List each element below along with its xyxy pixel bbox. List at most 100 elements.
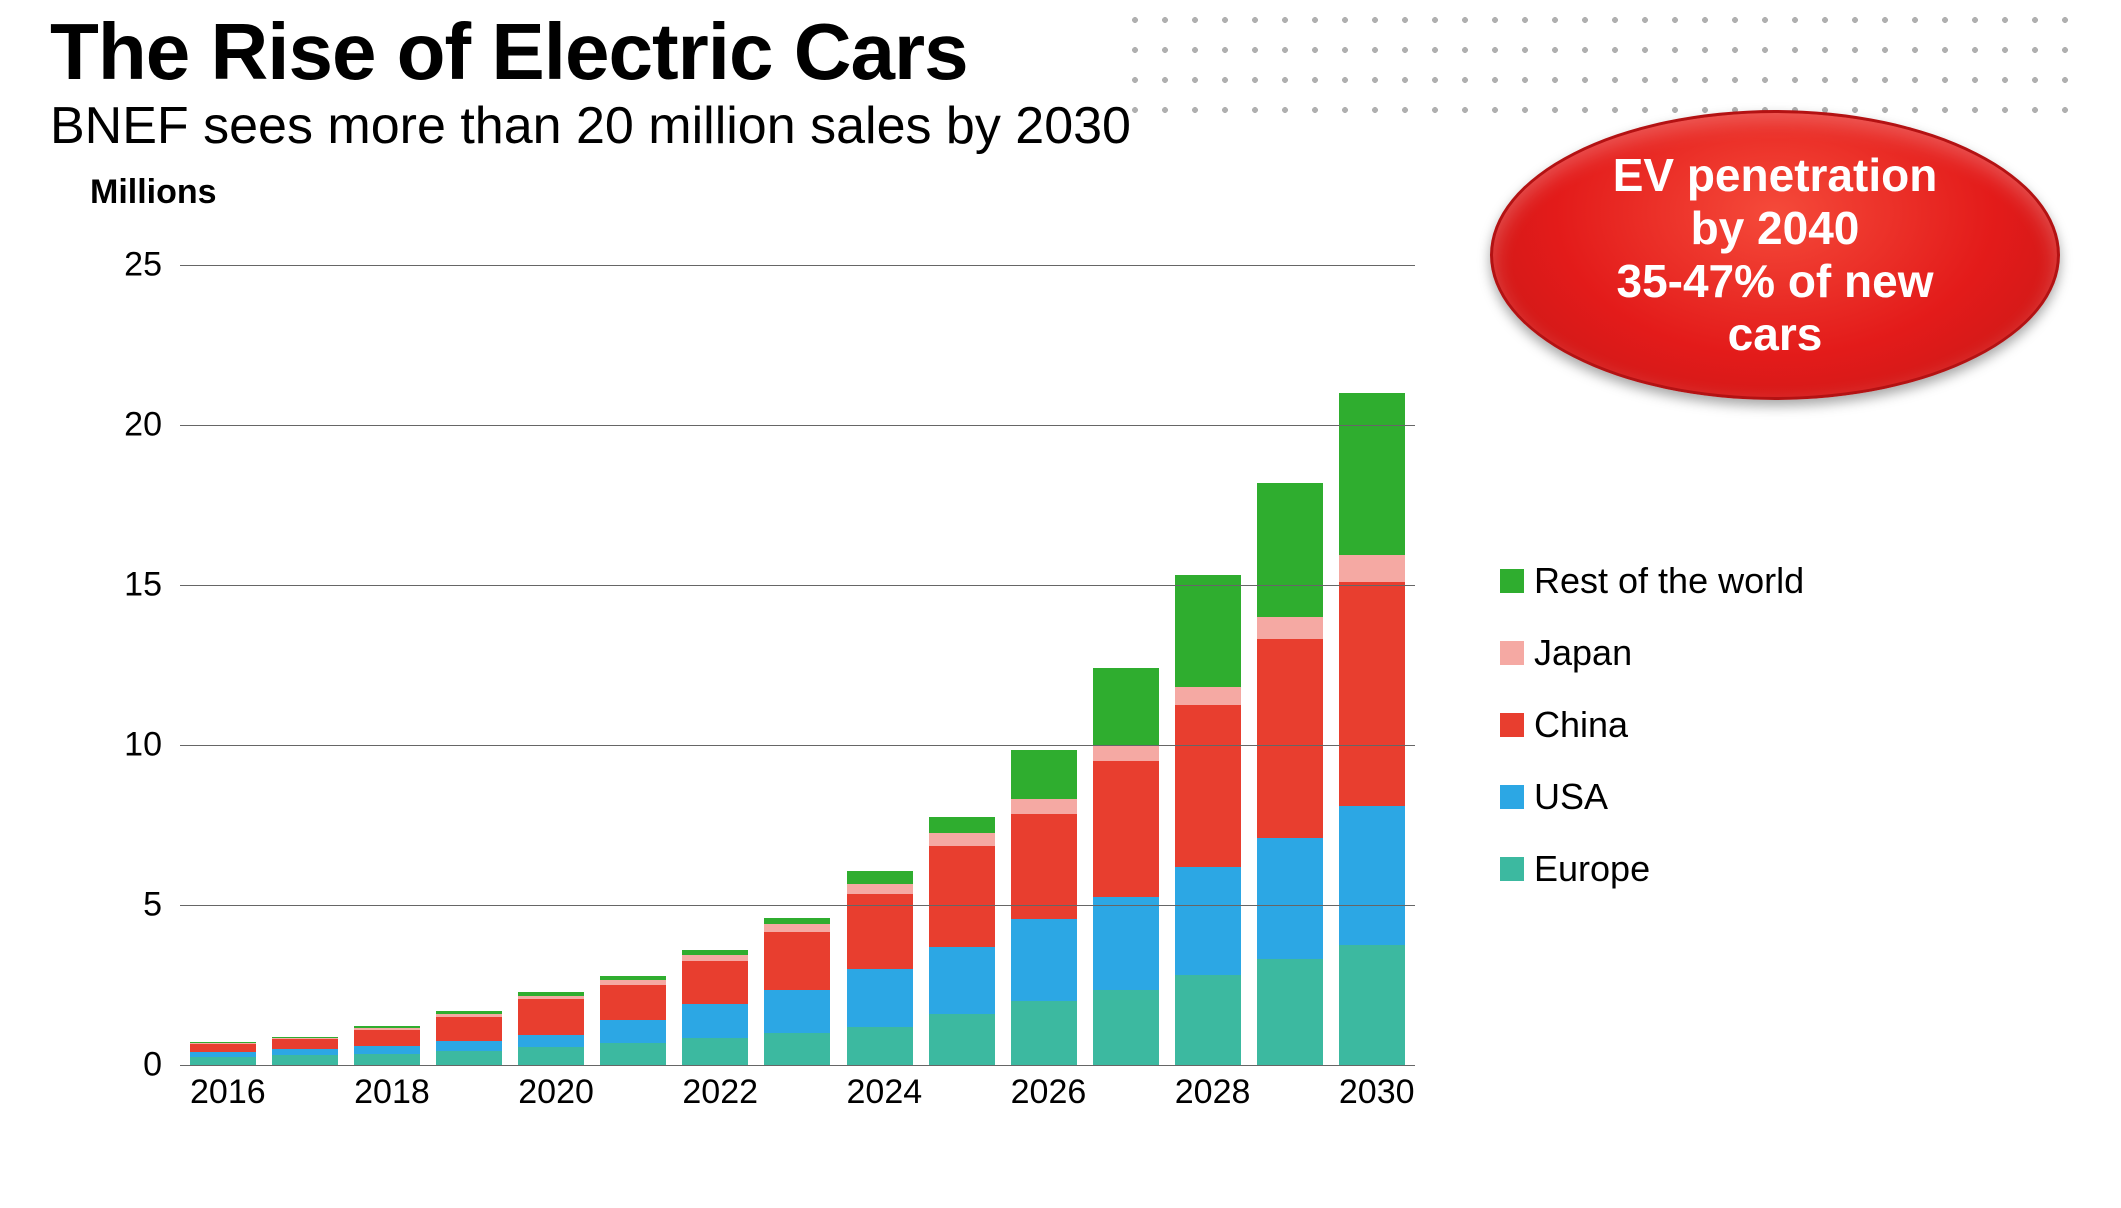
gridline bbox=[180, 745, 1415, 746]
segment-japan bbox=[1011, 799, 1077, 813]
bar-2026 bbox=[1011, 750, 1077, 1065]
segment-japan bbox=[1093, 745, 1159, 761]
legend-swatch bbox=[1500, 641, 1524, 665]
gridline bbox=[180, 905, 1415, 906]
y-tick-label: 5 bbox=[143, 886, 180, 925]
bar-2023 bbox=[764, 918, 830, 1065]
bar-2029 bbox=[1257, 483, 1323, 1065]
gridline bbox=[180, 265, 1415, 266]
segment-japan bbox=[1339, 555, 1405, 582]
segment-china bbox=[682, 961, 748, 1004]
segment-rest-of-the-world bbox=[929, 817, 995, 833]
x-tick-label: 2020 bbox=[518, 1073, 584, 1112]
x-tick-label: 2026 bbox=[1011, 1073, 1077, 1112]
legend-label: Europe bbox=[1534, 848, 1650, 890]
callout-line: by 2040 bbox=[1613, 202, 1938, 255]
y-tick-label: 0 bbox=[143, 1046, 180, 1085]
x-tick-label bbox=[1257, 1073, 1323, 1112]
segment-usa bbox=[600, 1020, 666, 1042]
y-tick-label: 10 bbox=[124, 726, 180, 765]
segment-usa bbox=[1093, 897, 1159, 990]
legend-label: Rest of the world bbox=[1534, 560, 1804, 602]
segment-usa bbox=[354, 1046, 420, 1054]
y-tick-label: 15 bbox=[124, 566, 180, 605]
bars-container bbox=[180, 265, 1415, 1065]
segment-china bbox=[929, 846, 995, 947]
segment-china bbox=[600, 985, 666, 1020]
gridline bbox=[180, 425, 1415, 426]
x-tick-label bbox=[1093, 1073, 1159, 1112]
segment-rest-of-the-world bbox=[1011, 750, 1077, 800]
segment-rest-of-the-world bbox=[1257, 483, 1323, 617]
x-tick-label bbox=[764, 1073, 830, 1112]
segment-usa bbox=[1257, 838, 1323, 960]
segment-rest-of-the-world bbox=[1175, 575, 1241, 687]
segment-usa bbox=[764, 990, 830, 1033]
y-tick-label: 20 bbox=[124, 406, 180, 445]
segment-europe bbox=[1011, 1001, 1077, 1065]
segment-rest-of-the-world bbox=[847, 871, 913, 884]
legend-swatch bbox=[1500, 785, 1524, 809]
bar-2024 bbox=[847, 871, 913, 1065]
plot-area: 2016 2018 2020 2022 2024 2026 2028 2030 … bbox=[180, 265, 1415, 1065]
segment-japan bbox=[764, 924, 830, 932]
x-tick-label bbox=[436, 1073, 502, 1112]
segment-rest-of-the-world bbox=[1339, 393, 1405, 555]
bar-2030 bbox=[1339, 393, 1405, 1065]
legend-swatch bbox=[1500, 857, 1524, 881]
segment-europe bbox=[272, 1055, 338, 1065]
legend-item: USA bbox=[1500, 776, 1804, 818]
y-tick-label: 25 bbox=[124, 246, 180, 285]
segment-japan bbox=[1175, 687, 1241, 705]
segment-japan bbox=[1257, 617, 1323, 639]
legend-label: USA bbox=[1534, 776, 1608, 818]
segment-china bbox=[190, 1044, 256, 1052]
bar-2021 bbox=[600, 976, 666, 1065]
segment-china bbox=[354, 1030, 420, 1046]
x-tick-label: 2016 bbox=[190, 1073, 256, 1112]
chart-area: 2016 2018 2020 2022 2024 2026 2028 2030 … bbox=[60, 265, 1295, 1065]
legend-item: Europe bbox=[1500, 848, 1804, 890]
bar-2018 bbox=[354, 1026, 420, 1065]
legend-swatch bbox=[1500, 569, 1524, 593]
chart-title: The Rise of Electric Cars bbox=[50, 10, 2081, 94]
segment-europe bbox=[354, 1054, 420, 1065]
callout-badge: EV penetrationby 204035-47% of newcars bbox=[1490, 110, 2060, 400]
legend-item: Japan bbox=[1500, 632, 1804, 674]
segment-china bbox=[518, 999, 584, 1034]
x-tick-label bbox=[929, 1073, 995, 1112]
bar-2017 bbox=[272, 1037, 338, 1065]
segment-europe bbox=[1339, 945, 1405, 1065]
x-tick-label: 2030 bbox=[1339, 1073, 1405, 1112]
segment-europe bbox=[1093, 990, 1159, 1065]
segment-china bbox=[436, 1017, 502, 1041]
legend-label: China bbox=[1534, 704, 1628, 746]
segment-china bbox=[1011, 814, 1077, 920]
legend: Rest of the world Japan China USA Europe bbox=[1500, 560, 1804, 920]
segment-europe bbox=[190, 1057, 256, 1065]
segment-europe bbox=[600, 1043, 666, 1065]
callout-line: 35-47% of new bbox=[1613, 255, 1938, 308]
bar-2022 bbox=[682, 950, 748, 1065]
segment-japan bbox=[847, 884, 913, 894]
callout-text: EV penetrationby 204035-47% of newcars bbox=[1613, 149, 1938, 361]
segment-europe bbox=[929, 1014, 995, 1065]
x-tick-label: 2024 bbox=[847, 1073, 913, 1112]
segment-usa bbox=[1339, 806, 1405, 945]
gridline bbox=[180, 585, 1415, 586]
segment-usa bbox=[1011, 919, 1077, 1001]
segment-europe bbox=[847, 1027, 913, 1065]
segment-europe bbox=[1257, 959, 1323, 1065]
segment-usa bbox=[518, 1035, 584, 1048]
segment-usa bbox=[682, 1004, 748, 1038]
segment-usa bbox=[436, 1041, 502, 1051]
segment-europe bbox=[1175, 975, 1241, 1065]
bar-2016 bbox=[190, 1042, 256, 1065]
segment-usa bbox=[847, 969, 913, 1027]
callout-line: EV penetration bbox=[1613, 149, 1938, 202]
segment-china bbox=[1339, 582, 1405, 806]
legend-swatch bbox=[1500, 713, 1524, 737]
segment-china bbox=[1175, 705, 1241, 867]
bar-2027 bbox=[1093, 668, 1159, 1065]
x-tick-label bbox=[600, 1073, 666, 1112]
